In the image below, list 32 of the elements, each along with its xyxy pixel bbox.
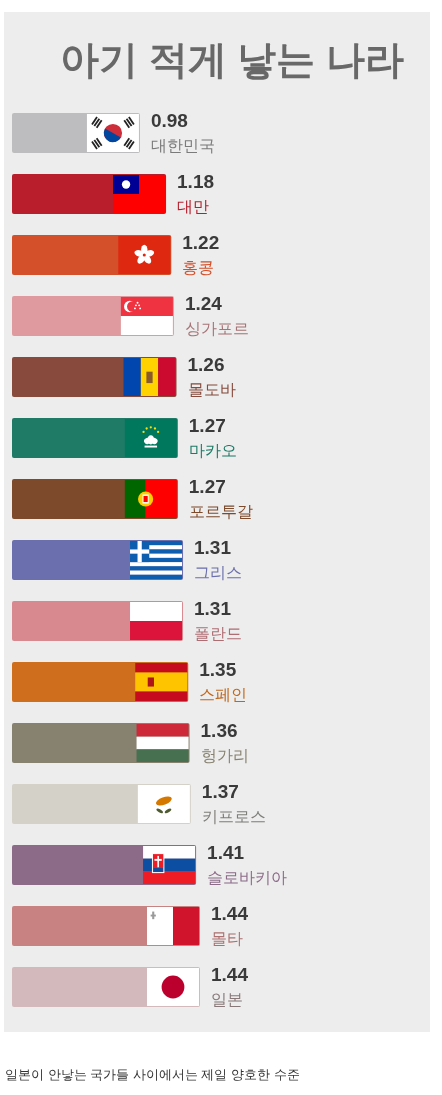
data-label: 1.27 [188, 476, 226, 497]
category-label: 스페인 [199, 686, 248, 703]
data-label: 0.98 [150, 110, 188, 131]
category-label: 홍콩 [182, 259, 215, 276]
data-label: 1.35 [199, 659, 237, 680]
category-label: 대만 [177, 198, 210, 215]
title: 아기 적게 낳는 나라 [59, 38, 405, 81]
category-label: 싱가포르 [184, 320, 249, 337]
category-label: 포르투갈 [188, 503, 253, 520]
data-label: 1.24 [184, 293, 222, 314]
data-label: 1.37 [201, 781, 239, 802]
category-label: 슬로바키아 [207, 869, 288, 886]
data-label: 1.22 [182, 232, 220, 253]
category-label: 마카오 [188, 442, 237, 459]
data-label: 1.41 [207, 842, 245, 863]
data-label: 1.26 [187, 354, 225, 375]
category-label: 몰타 [211, 930, 243, 947]
data-label: 1.27 [188, 415, 226, 436]
data-label: 1.36 [200, 720, 238, 741]
data-label: 1.31 [194, 537, 231, 558]
category-label: 일본 [211, 991, 243, 1008]
category-label: 그리스 [194, 564, 243, 581]
category-label: 헝가리 [200, 747, 249, 764]
category-label: 폴란드 [194, 625, 243, 642]
data-label: 1.44 [211, 903, 248, 924]
category-label: 몰도바 [187, 381, 236, 398]
data-label: 1.18 [177, 171, 215, 192]
category-label: 대한민국 [150, 137, 215, 154]
data-label: 1.44 [211, 964, 248, 985]
category-label: 키프로스 [201, 808, 266, 825]
data-label: 1.31 [194, 598, 231, 619]
annotation: 일본이 안낳는 국가들 사이에서는 제일 양호한 수준 [5, 1067, 300, 1082]
